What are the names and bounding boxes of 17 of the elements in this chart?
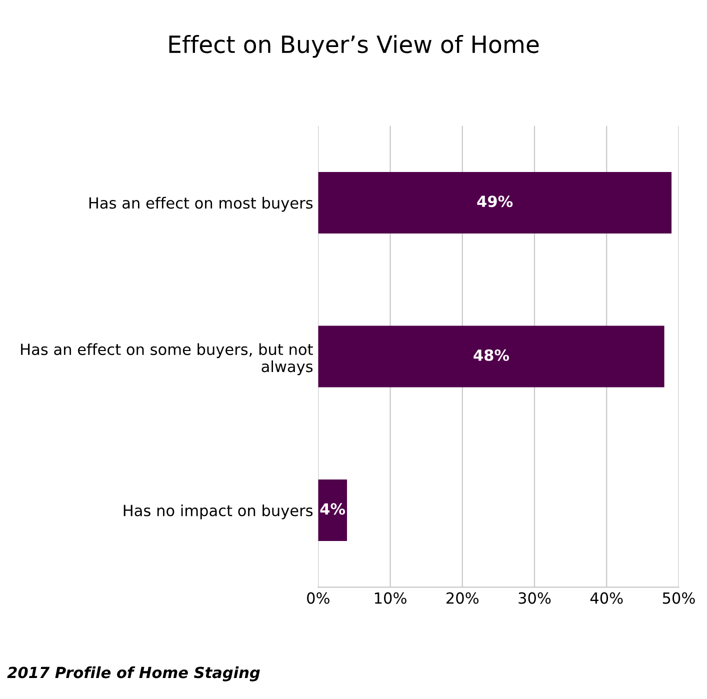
data-label: 48% — [474, 349, 510, 361]
x-tick-label: 30% — [518, 592, 551, 604]
bar — [318, 326, 664, 388]
bar — [318, 172, 672, 234]
x-tick-label: 20% — [446, 592, 479, 604]
x-tick-label: 40% — [590, 592, 623, 604]
chart-title: Effect on Buyer’s View of Home — [169, 34, 539, 58]
data-label: 4% — [320, 503, 346, 515]
data-label: 49% — [477, 196, 513, 208]
text: 2017 Profile of Home Staging — [7, 666, 260, 682]
y-tick-label: Has no impact on buyers — [124, 504, 313, 520]
y-tick-label: Has an effect on some buyers, but not always — [21, 343, 313, 376]
x-tick-label: 0% — [307, 592, 330, 604]
x-tick-label: 50% — [662, 592, 695, 604]
bar — [318, 480, 347, 542]
y-tick-label: Has an effect on most buyers — [89, 196, 313, 212]
x-tick-label: 10% — [374, 592, 406, 604]
